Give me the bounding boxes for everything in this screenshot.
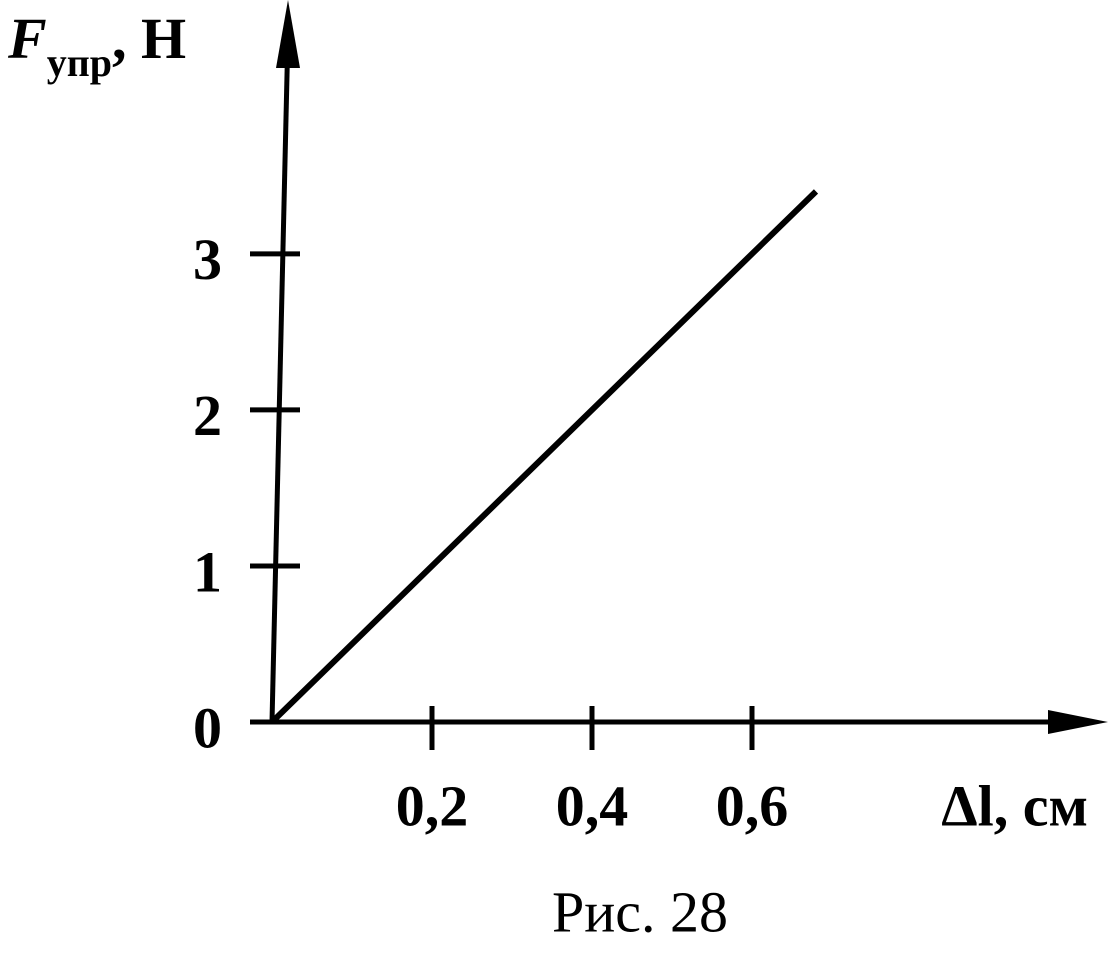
y-axis bbox=[269, 31, 291, 723]
y-label-symbol: F bbox=[7, 6, 47, 71]
y-tick-label: 3 bbox=[193, 227, 222, 292]
y-tick-label: 1 bbox=[193, 539, 222, 604]
x-tick-label: 0,4 bbox=[556, 773, 629, 838]
x-tick-label: 0,6 bbox=[716, 773, 789, 838]
x-tick-label: 0,2 bbox=[396, 773, 469, 838]
y-axis-arrow bbox=[276, 0, 300, 68]
y-tick-label: 2 bbox=[193, 383, 222, 448]
x-axis-label: Δl, см bbox=[941, 773, 1088, 838]
caption: Рис. 28 bbox=[552, 879, 728, 944]
data-line bbox=[269, 189, 819, 725]
y-tick-label: 0 bbox=[193, 695, 222, 760]
y-label-unit: , Н bbox=[112, 6, 186, 71]
x-axis-arrow bbox=[1048, 710, 1108, 734]
y-label-subscript: упр bbox=[47, 40, 112, 85]
y-axis-label: Fупр, Н bbox=[7, 6, 186, 85]
